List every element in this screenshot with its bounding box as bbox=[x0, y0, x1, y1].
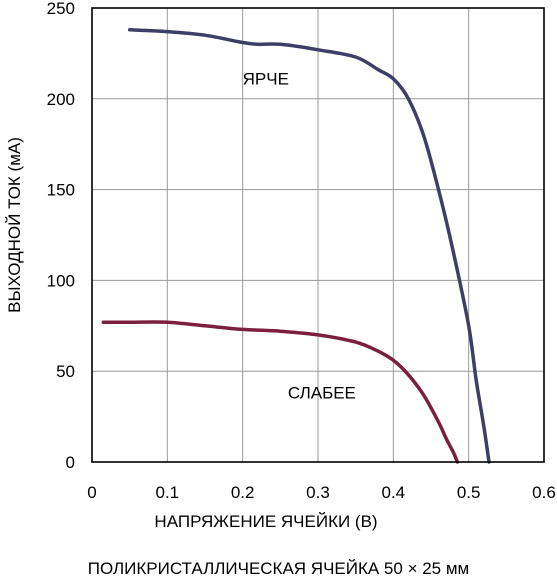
plot-frame bbox=[91, 7, 545, 463]
y-tick-label: 250 bbox=[47, 0, 75, 18]
series-label-dimmer: СЛАБЕЕ bbox=[288, 383, 356, 402]
y-axis-title: ВЫХОДНОЙ ТОК (мА) bbox=[5, 137, 24, 313]
y-tick-label: 0 bbox=[66, 453, 75, 472]
x-axis-title: НАПРЯЖЕНИЕ ЯЧЕЙКИ (В) bbox=[154, 512, 377, 531]
y-tick-label: 50 bbox=[56, 362, 75, 381]
x-tick-label: 0 bbox=[87, 483, 96, 502]
x-tick-label: 0.3 bbox=[306, 483, 330, 502]
x-tick-label: 0.1 bbox=[156, 483, 180, 502]
x-tick-label: 0.6 bbox=[532, 483, 556, 502]
x-tick-label: 0.5 bbox=[457, 483, 481, 502]
series-label-brighter: ЯРЧЕ bbox=[243, 69, 289, 88]
x-tick-label: 0.2 bbox=[231, 483, 255, 502]
y-tick-label: 200 bbox=[47, 90, 75, 109]
series-layer bbox=[101, 28, 491, 464]
series-line-brighter bbox=[127, 28, 491, 464]
y-tick-label: 150 bbox=[47, 181, 75, 200]
series-line-dimmer bbox=[101, 320, 460, 464]
tick-labels: 0 0.1 0.2 0.3 0.4 0.5 0.6 0 50 100 150 200 250 bbox=[47, 0, 556, 502]
y-tick-label: 100 bbox=[47, 271, 75, 290]
x-tick-label: 0.4 bbox=[382, 483, 406, 502]
figure-caption: ПОЛИКРИСТАЛЛИЧЕСКАЯ ЯЧЕЙКА 50 × 25 мм bbox=[87, 559, 470, 578]
series-annotations: ЯРЧЕ СЛАБЕЕ bbox=[243, 69, 356, 402]
